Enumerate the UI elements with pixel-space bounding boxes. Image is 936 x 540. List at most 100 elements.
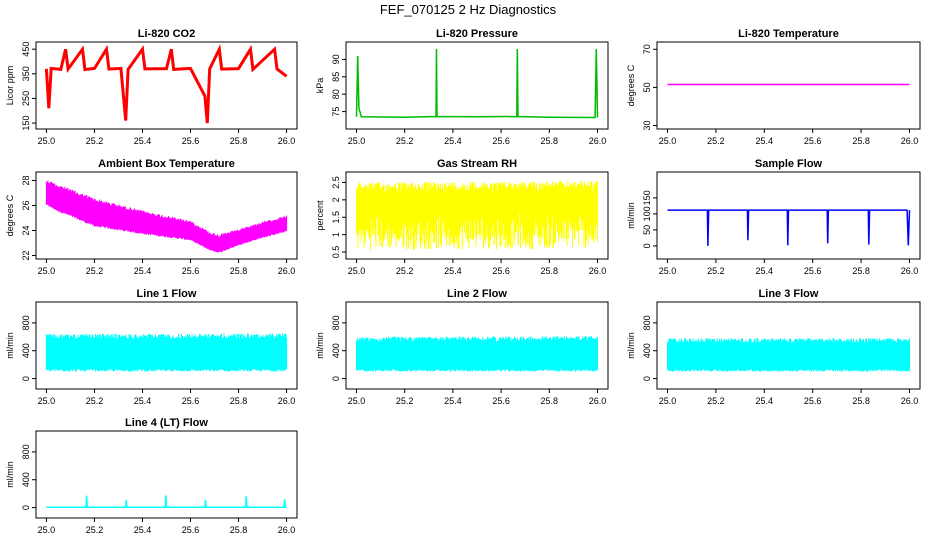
x-tick-label: 26.0 (278, 136, 296, 146)
chart-title: Line 2 Flow (447, 288, 507, 300)
y-tick-label: 800 (21, 444, 31, 459)
y-tick-label: 50 (642, 82, 652, 92)
x-tick-label: 25.4 (756, 136, 774, 146)
x-tick-label: 25.6 (492, 266, 510, 276)
chart-line4: Line 4 (LT) Flow 25.0 25.2 25.4 25.6 25.8 26.0… (5, 417, 298, 535)
y-tick-label: 90 (331, 54, 341, 64)
chart-title: Li-820 Pressure (436, 28, 518, 40)
series-ambient (45, 180, 288, 253)
y-tick-label: 800 (21, 315, 31, 330)
x-tick-label: 25.0 (348, 396, 366, 406)
y-tick-label: 250 (21, 91, 31, 106)
x-tick-label: 25.6 (492, 136, 510, 146)
x-tick-label: 25.8 (230, 266, 248, 276)
y-tick-label: 22 (21, 251, 31, 261)
plot-area (46, 495, 287, 508)
y-tick-label: 800 (331, 315, 341, 330)
y-tick-label: 24 (21, 225, 31, 235)
y-axis-label: percent (315, 200, 325, 231)
chart-line3: Line 3 Flow 25.0 25.2 25.4 25.6 25.8 26.0 0 400 8… (626, 288, 921, 406)
x-tick-label: 26.0 (901, 136, 919, 146)
x-tick-label: 26.0 (589, 136, 607, 146)
series-co2 (44, 43, 288, 124)
y-tick-label: 80 (331, 89, 341, 99)
x-tick-label: 25.6 (182, 136, 200, 146)
chart-title: Sample Flow (755, 158, 823, 170)
y-tick-label: 0 (21, 376, 31, 381)
series-line1 (45, 333, 288, 372)
x-tick-label: 26.0 (901, 266, 919, 276)
series-line4 (46, 495, 287, 508)
plot-area (667, 338, 910, 372)
chart-title: Gas Stream RH (437, 158, 517, 170)
chart-line1: Line 1 Flow 25.0 25.2 25.4 25.6 25.8 26.0 0 400 8… (5, 288, 298, 406)
x-tick-label: 25.0 (38, 266, 56, 276)
plot-area (355, 48, 599, 119)
y-axis-label: ml/min (626, 202, 636, 229)
x-tick-label: 25.2 (707, 266, 725, 276)
x-tick-label: 25.2 (396, 396, 414, 406)
x-tick-label: 26.0 (278, 396, 296, 406)
x-tick-label: 25.4 (134, 396, 152, 406)
chart-rh: Gas Stream RH 25.0 25.2 25.4 25.6 25.8 26.0 0.5… (315, 158, 609, 276)
x-tick-label: 25.8 (230, 525, 248, 535)
y-tick-label: 350 (21, 66, 31, 81)
x-tick-label: 25.4 (756, 266, 774, 276)
plot-area (356, 336, 598, 372)
series-line2 (356, 336, 598, 372)
y-tick-label: 400 (21, 472, 31, 487)
series-sample (667, 209, 911, 246)
x-tick-label: 25.4 (756, 396, 774, 406)
series-pressure (355, 48, 599, 119)
series-line3 (667, 338, 910, 372)
plot-frame (656, 301, 921, 390)
x-tick-label: 25.8 (852, 136, 870, 146)
x-tick-label: 25.4 (444, 136, 462, 146)
y-axis-label: ml/min (626, 332, 636, 359)
plot-frame (345, 41, 609, 130)
x-tick-label: 25.0 (348, 136, 366, 146)
x-tick-label: 25.6 (492, 396, 510, 406)
x-tick-label: 25.8 (541, 136, 559, 146)
x-tick-label: 25.2 (86, 136, 104, 146)
plot-area (44, 43, 288, 124)
chart-sample: Sample Flow 25.0 25.2 25.4 25.6 25.8 26.0 0 50 10… (626, 158, 921, 276)
x-tick-label: 25.8 (230, 396, 248, 406)
x-tick-label: 26.0 (589, 396, 607, 406)
x-tick-label: 25.2 (707, 136, 725, 146)
y-tick-label: 400 (21, 343, 31, 358)
x-tick-label: 25.0 (38, 525, 56, 535)
y-tick-label: 75 (331, 107, 341, 117)
y-tick-label: 50 (642, 225, 652, 235)
plot-area (45, 180, 288, 253)
x-tick-label: 25.0 (38, 396, 56, 406)
chart-title: Li-820 CO2 (138, 28, 195, 40)
chart-ambient: Ambient Box Temperature 25.0 25.2 25.4 25.6 2… (5, 158, 298, 276)
x-tick-label: 25.0 (659, 396, 677, 406)
x-tick-label: 25.8 (852, 396, 870, 406)
y-tick-label: 70 (642, 44, 652, 54)
x-tick-label: 25.2 (86, 266, 104, 276)
x-tick-label: 25.2 (396, 136, 414, 146)
y-tick-label: 2.5 (331, 176, 341, 189)
x-tick-label: 25.6 (804, 266, 822, 276)
x-tick-label: 26.0 (589, 266, 607, 276)
y-tick-label: 2 (331, 197, 341, 202)
chart-pressure: Li-820 Pressure 25.0 25.2 25.4 25.6 25.8 26.0 7… (315, 28, 609, 146)
series-rh (356, 181, 598, 251)
x-tick-label: 25.8 (852, 266, 870, 276)
page-title: FEF_070125 2 Hz Diagnostics (379, 2, 557, 17)
x-tick-label: 25.6 (182, 525, 200, 535)
x-tick-label: 25.4 (134, 525, 152, 535)
x-tick-label: 25.8 (541, 266, 559, 276)
chart-line2: Line 2 Flow 25.0 25.2 25.4 25.6 25.8 26.0 0 400 8… (315, 288, 609, 406)
plot-area (667, 209, 911, 246)
x-tick-label: 25.4 (444, 396, 462, 406)
x-tick-label: 25.6 (804, 396, 822, 406)
y-tick-label: 85 (331, 72, 341, 82)
x-tick-label: 26.0 (901, 396, 919, 406)
y-tick-label: 400 (331, 343, 341, 358)
y-tick-label: 150 (21, 116, 31, 131)
y-tick-label: 1.5 (331, 211, 341, 224)
chart-co2: Li-820 CO2 25.0 25.2 25.4 25.6 25.8 26.0 150 250… (5, 28, 298, 146)
